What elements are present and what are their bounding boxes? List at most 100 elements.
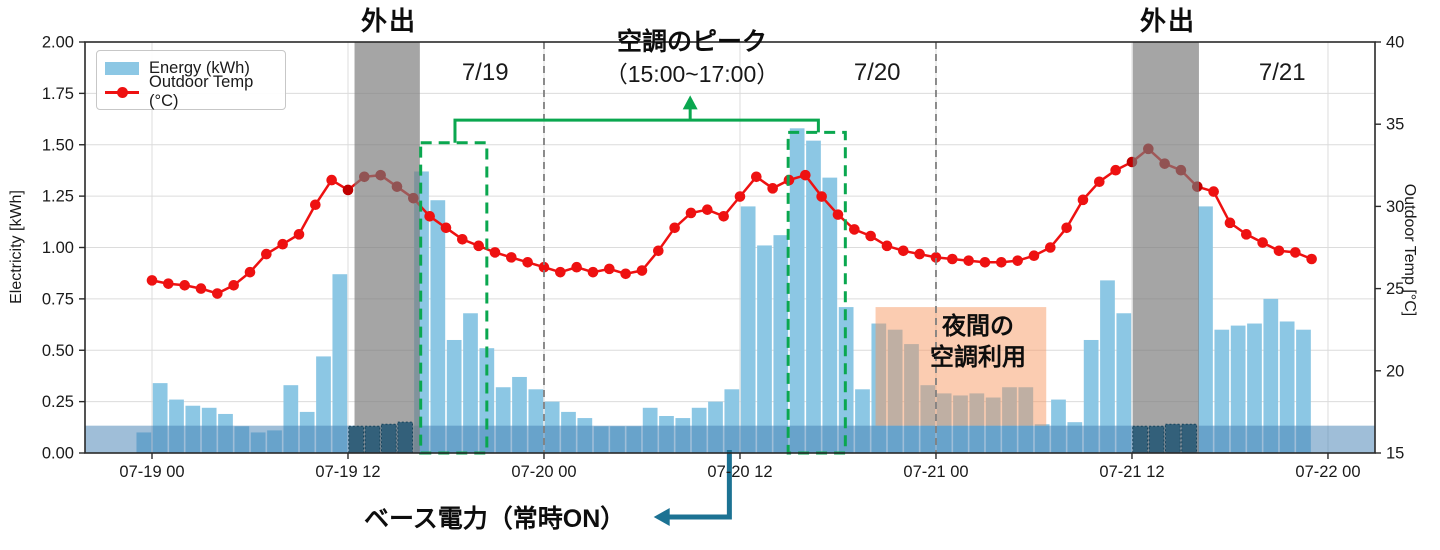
- energy-bar: [1116, 313, 1132, 453]
- energy-bar: [1214, 329, 1230, 453]
- energy-bar: [1296, 329, 1311, 453]
- temp-dot: [506, 252, 517, 263]
- away-energy-bar: [397, 421, 414, 454]
- x-tick-label: 07-22 00: [1295, 463, 1360, 481]
- away-region: [1132, 42, 1199, 453]
- away-annotation-2: 外出: [1139, 6, 1196, 36]
- legend-item-energy: Energy (kWh): [105, 56, 277, 80]
- temp-dot: [277, 238, 288, 250]
- temp-dot: [1061, 222, 1072, 234]
- temp-dot: [1028, 250, 1040, 262]
- night-ac-label-line2: 空調利用: [930, 344, 1026, 371]
- temp-dot: [1094, 176, 1105, 188]
- energy-bar: [1263, 298, 1279, 453]
- energy-bar: [1083, 339, 1099, 453]
- energy-bar: [887, 329, 903, 453]
- temp-dot: [440, 222, 452, 234]
- left-tick-label: 1.50: [42, 136, 74, 154]
- energy-bar: [463, 313, 478, 453]
- x-tick-label: 07-20 00: [511, 463, 576, 481]
- temp-dot: [326, 174, 337, 186]
- energy-bar: [740, 206, 756, 453]
- energy-bar: [1279, 321, 1295, 453]
- right-tick-label: 20: [1386, 362, 1404, 380]
- temp-line-icon: [105, 86, 139, 99]
- left-tick-label: 1.75: [42, 85, 74, 103]
- temp-dot: [1241, 229, 1252, 240]
- temp-dot: [1273, 245, 1285, 257]
- left-tick-label: 1.25: [42, 188, 74, 206]
- temp-dot: [734, 191, 746, 202]
- temp-dot: [310, 199, 321, 211]
- away-energy-bar: [1148, 425, 1165, 454]
- energy-bar: [789, 128, 805, 453]
- date-label: 7/21: [1259, 59, 1306, 86]
- energy-bar: [822, 177, 838, 453]
- away-energy-bar: [1164, 423, 1181, 454]
- peak-connector-line: [453, 107, 820, 143]
- energy-bar: [1198, 206, 1213, 453]
- temp-dot: [963, 255, 974, 266]
- away-energy-bar: [364, 425, 381, 454]
- night-ac-label-line1: 夜間の: [942, 313, 1014, 340]
- peak-up-arrow-icon: [682, 95, 698, 110]
- ac-peak-title: 空調のピーク: [616, 28, 767, 56]
- legend-energy-label: Energy (kWh): [149, 58, 250, 77]
- away-energy-bar: [1181, 423, 1198, 454]
- temp-dot: [179, 280, 190, 291]
- temp-dot: [457, 233, 468, 245]
- away-energy-bar: [380, 423, 397, 454]
- temp-dot: [473, 240, 484, 252]
- left-tick-label: 0.25: [42, 393, 74, 411]
- x-tick-label: 07-21 12: [1099, 463, 1164, 481]
- away-energy-bar: [1132, 425, 1149, 454]
- right-tick-label: 35: [1386, 116, 1404, 134]
- date-label: 7/20: [854, 59, 901, 86]
- legend-item-temp: Outdoor Temp (°C): [105, 73, 277, 110]
- temp-dot: [522, 256, 533, 268]
- x-tick-label: 07-20 12: [707, 463, 772, 481]
- energy-bar: [806, 140, 821, 453]
- tick-labels: 0.00 0.25 0.50 0.75 1.00 1.25 1.50 1.75 2.00 15 20…: [42, 34, 1404, 482]
- temp-dot: [293, 229, 305, 240]
- temp-dot: [636, 265, 648, 276]
- x-tick-label: 07-19 00: [119, 463, 184, 481]
- temp-dot: [228, 280, 239, 291]
- night-ac-region: [875, 307, 1047, 426]
- baseline-power-note: ベース電力（常時ON）: [364, 505, 626, 533]
- right-tick-label: 30: [1386, 198, 1404, 216]
- away-annotation-1: 外出: [360, 6, 417, 36]
- temp-dot: [653, 245, 664, 257]
- temp-dot: [587, 266, 599, 278]
- left-tick-label: 2.00: [42, 34, 74, 52]
- energy-bar: [773, 235, 789, 453]
- temp-dot: [620, 268, 631, 280]
- temp-dot: [1306, 253, 1317, 265]
- temp-dot: [538, 261, 550, 273]
- temp-dot: [212, 288, 223, 299]
- energy-bar: [1247, 323, 1262, 453]
- temp-dot: [1224, 217, 1236, 229]
- x-tick-label: 07-21 00: [903, 463, 968, 481]
- energy-swatch-icon: [105, 61, 139, 75]
- left-tick-label: 0.50: [42, 342, 74, 360]
- temp-dot: [947, 253, 958, 265]
- temp-dot: [800, 169, 811, 181]
- temp-dot: [489, 247, 501, 258]
- temp-dot: [1045, 242, 1056, 253]
- away-energy-bars: [348, 421, 1198, 454]
- away-energy-bar: [348, 425, 365, 454]
- temp-dot: [751, 171, 762, 183]
- baseline-arrow-line: [665, 450, 732, 520]
- peak-box: [419, 141, 489, 455]
- y-axis-label-left: Electricity [kWh]: [8, 190, 25, 304]
- energy-bar: [1230, 325, 1246, 453]
- temp-dot: [718, 210, 729, 222]
- temp-dot: [1257, 237, 1268, 248]
- right-tick-label: 15: [1386, 445, 1404, 463]
- temp-dot: [424, 210, 435, 222]
- energy-bar: [332, 274, 348, 453]
- temp-dot: [261, 248, 272, 260]
- temp-dot: [881, 240, 893, 252]
